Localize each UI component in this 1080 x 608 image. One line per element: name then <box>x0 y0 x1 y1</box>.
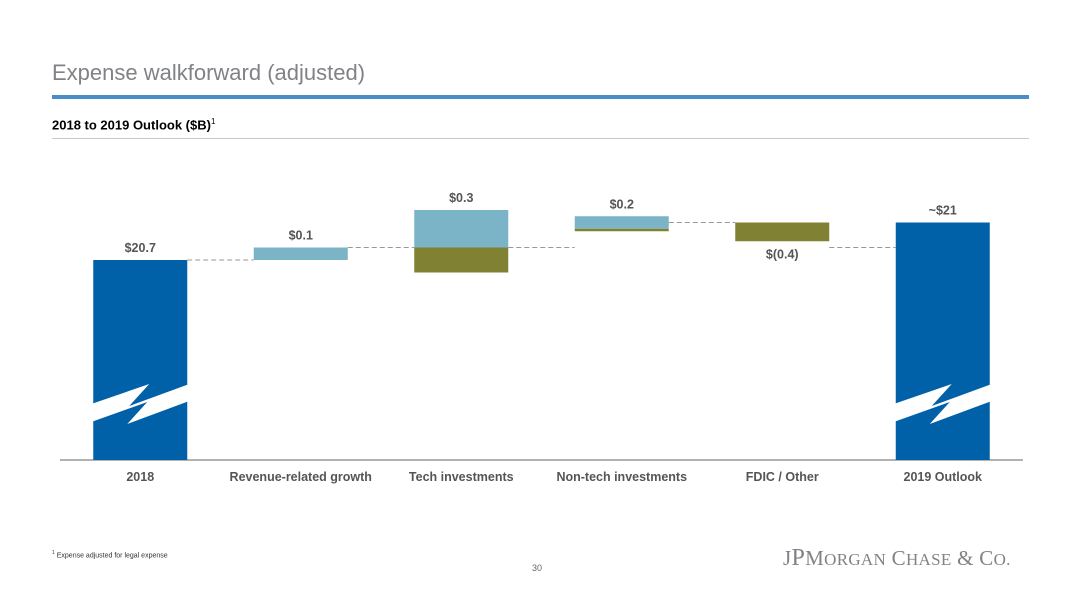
category-label: Revenue-related growth <box>230 470 372 484</box>
footnote-marker: 1 <box>52 550 55 556</box>
bar-2019-outlook-total <box>895 222 990 460</box>
data-label: $20.7 <box>125 241 156 255</box>
data-label: $(0.4) <box>766 247 799 261</box>
category-label: 2018 <box>126 470 154 484</box>
bar-tech-investments-decrease <box>414 247 509 273</box>
chart-subtitle-text: 2018 to 2019 Outlook ($B) <box>52 117 211 133</box>
page-number: 30 <box>532 563 543 573</box>
subtitle-footnote-marker: 1 <box>210 117 216 126</box>
data-label: $0.1 <box>289 229 313 243</box>
data-label: $0.3 <box>449 191 473 205</box>
footnote: 1 Expense adjusted for legal expense <box>52 550 168 559</box>
axis-break-mark <box>91 384 190 424</box>
subtitle-divider <box>52 138 1029 139</box>
chart-subtitle: 2018 to 2019 Outlook ($B)1 <box>52 117 215 132</box>
category-label: FDIC / Other <box>746 470 819 484</box>
waterfall-chart: $20.7 $0.1 $0.3 $0.2 $(0.4) ~$21 2018 Revenue-r… <box>60 191 1023 484</box>
category-label: Non-tech investments <box>556 470 687 484</box>
title-divider <box>52 95 1029 99</box>
bar-tech-investments-increase <box>414 210 509 248</box>
axis-break-mark <box>893 384 992 424</box>
data-label: $0.2 <box>610 197 634 211</box>
bar-2018-total <box>93 260 188 460</box>
category-label: 2019 Outlook <box>904 470 983 484</box>
page-title: Expense walkforward (adjusted) <box>52 60 366 85</box>
footnote-text: Expense adjusted for legal expense <box>56 552 168 560</box>
bar-non-tech-investments-decrease <box>574 228 669 232</box>
bar-fdic-other-decrease <box>735 222 830 242</box>
category-label: Tech investments <box>409 470 514 484</box>
company-logo: JPMORGAN CHASE & CO. <box>783 545 1011 571</box>
bar-revenue-related-growth-increase <box>253 247 348 260</box>
data-label: ~$21 <box>929 204 957 218</box>
bar-non-tech-investments-increase <box>574 216 669 229</box>
